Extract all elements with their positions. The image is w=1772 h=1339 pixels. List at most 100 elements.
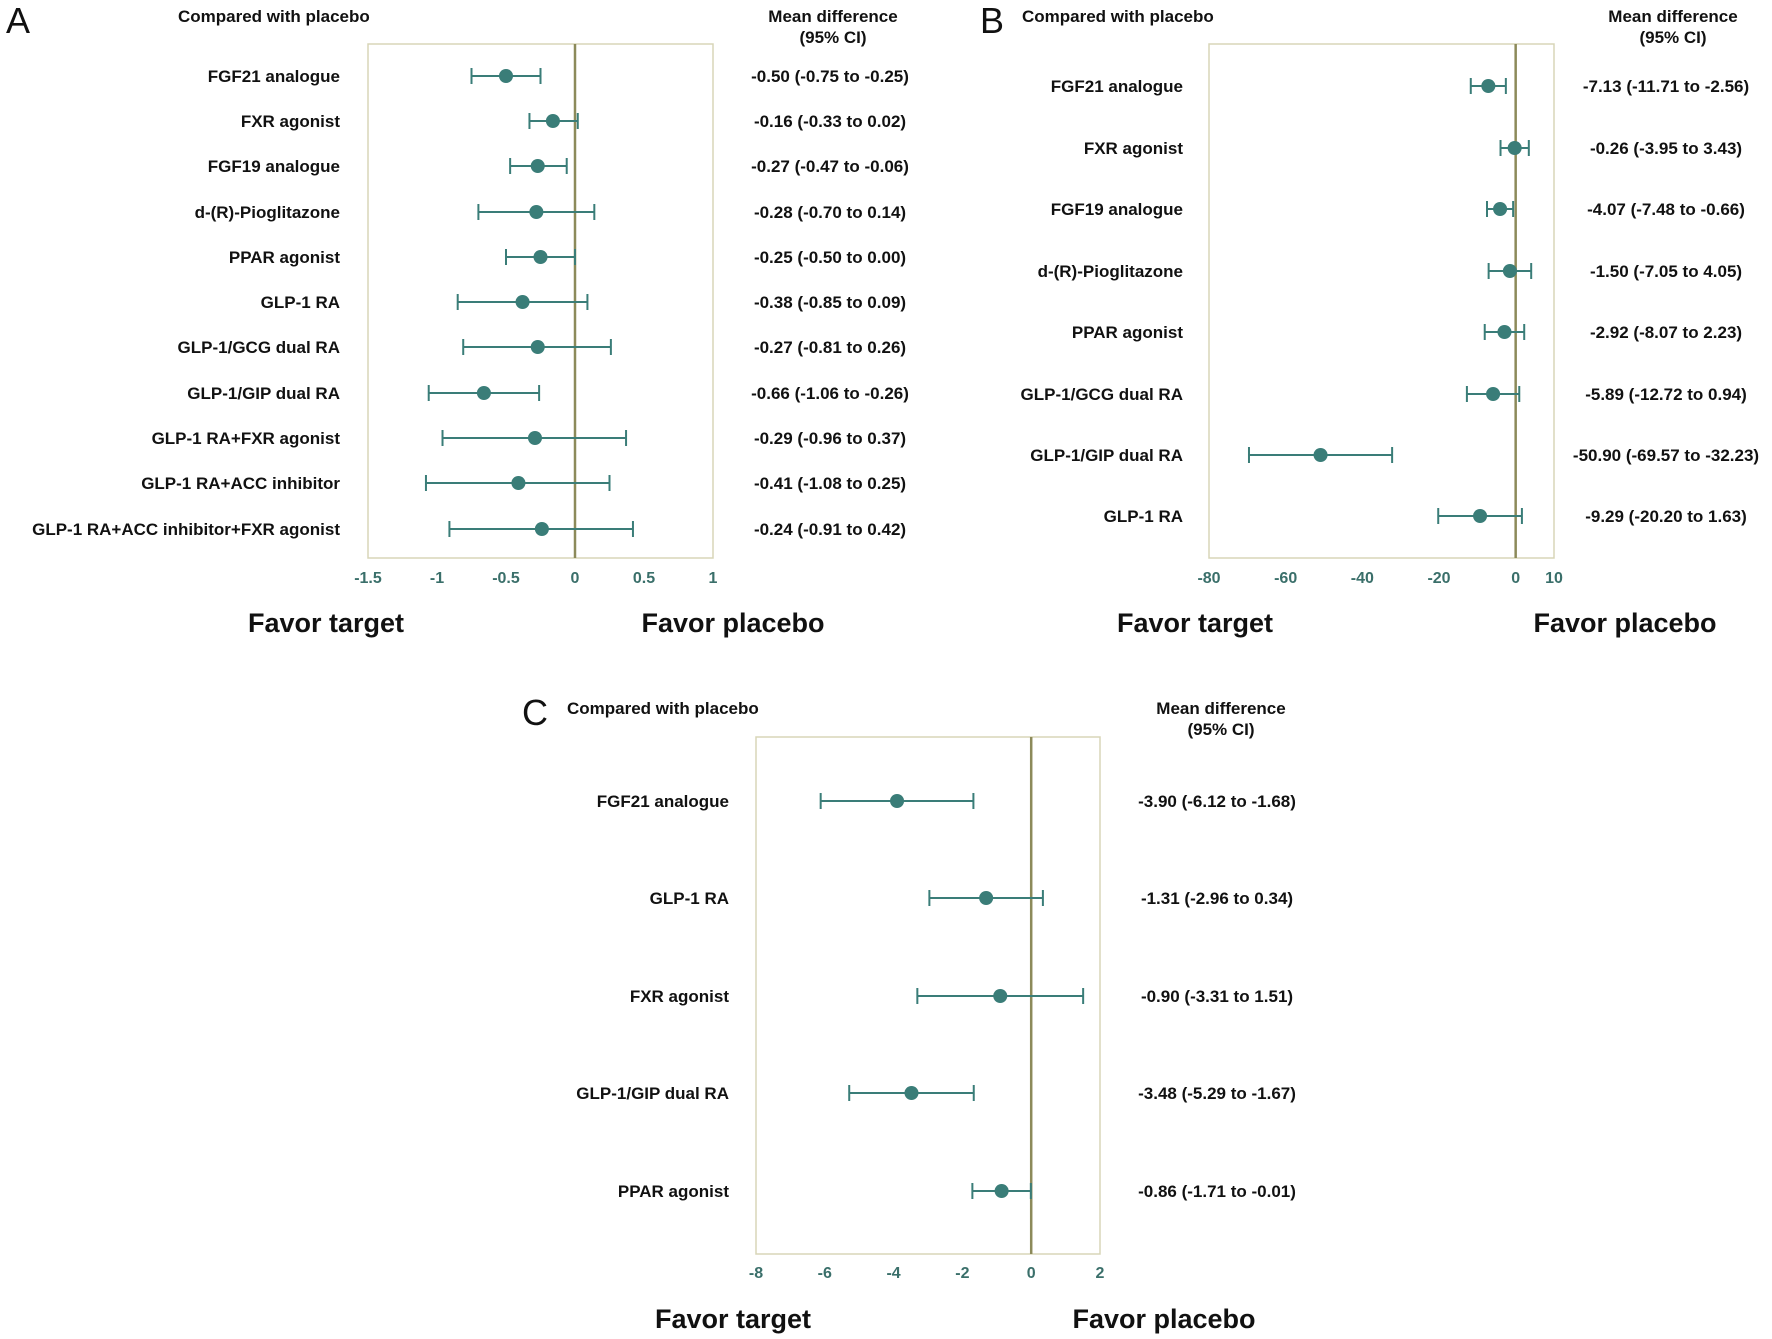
favor-placebo-label: Favor placebo [641,608,824,638]
point-estimate [530,159,545,173]
row-label: d-(R)-Pioglitazone [195,203,340,222]
point-estimate [529,205,544,219]
row-value-text: -0.38 (-0.85 to 0.09) [754,293,906,312]
x-tick-label: -2 [955,1265,969,1282]
row-value-text: -0.86 (-1.71 to -0.01) [1138,1182,1296,1201]
row-value-text: -0.90 (-3.31 to 1.51) [1141,987,1293,1006]
column-header-mean-difference: Mean difference [1608,7,1737,26]
point-estimate [979,891,994,905]
point-estimate [1497,325,1512,339]
column-header-ci: (95% CI) [1187,720,1254,739]
row-label: FGF21 analogue [597,792,729,811]
x-tick-label: -4 [886,1265,900,1282]
point-estimate [1486,387,1501,401]
plot-frame [367,43,714,559]
x-tick-label: 0.5 [633,570,655,587]
x-tick-label: -0.5 [492,570,520,587]
row-value-text: -0.24 (-0.91 to 0.42) [754,520,906,539]
row-label: PPAR agonist [229,248,340,267]
row-value-text: -0.27 (-0.81 to 0.26) [754,338,906,357]
row-value-text: -0.27 (-0.47 to -0.06) [751,157,909,176]
row-label: FXR agonist [1084,139,1184,158]
row-value-text: -0.29 (-0.96 to 0.37) [754,429,906,448]
point-estimate [534,522,549,536]
row-label: FGF21 analogue [1051,77,1183,96]
point-estimate [1493,202,1508,216]
row-label: PPAR agonist [618,1182,729,1201]
row-label: FGF19 analogue [1051,200,1183,219]
panel-letter: C [522,692,548,733]
favor-placebo-label: Favor placebo [1072,1304,1255,1334]
favor-target-label: Favor target [655,1304,811,1334]
row-value-text: -0.41 (-1.08 to 0.25) [754,474,906,493]
row-label: FGF19 analogue [208,157,340,176]
x-tick-label: -8 [749,1265,763,1282]
row-value-text: -0.28 (-0.70 to 0.14) [754,203,906,222]
column-header-ci: (95% CI) [1639,28,1706,47]
x-tick-label: 0 [571,570,580,587]
row-label: GLP-1 RA+ACC inhibitor+FXR agonist [32,520,340,539]
row-label: d-(R)-Pioglitazone [1038,262,1183,281]
row-label: GLP-1 RA+ACC inhibitor [141,474,340,493]
point-estimate [1502,264,1517,278]
panel-letter: B [980,0,1004,41]
favor-placebo-label: Favor placebo [1533,608,1716,638]
x-tick-label: -6 [818,1265,832,1282]
row-value-text: -5.89 (-12.72 to 0.94) [1585,385,1747,404]
point-estimate [993,989,1008,1003]
point-estimate [994,1184,1009,1198]
column-header-compared: Compared with placebo [178,7,370,26]
point-estimate [890,794,905,808]
point-estimate [1313,448,1328,462]
row-value-text: -1.50 (-7.05 to 4.05) [1590,262,1742,281]
column-header-mean-difference: Mean difference [1156,699,1285,718]
column-header-compared: Compared with placebo [1022,7,1214,26]
row-label: PPAR agonist [1072,323,1183,342]
point-estimate [1507,141,1522,155]
x-tick-label: 0 [1027,1265,1036,1282]
row-value-text: -3.90 (-6.12 to -1.68) [1138,792,1296,811]
x-tick-label: -1.5 [354,570,382,587]
row-label: GLP-1 RA [261,293,340,312]
row-label: GLP-1/GIP dual RA [187,384,340,403]
row-value-text: -7.13 (-11.71 to -2.56) [1583,77,1749,96]
point-estimate [511,476,526,490]
x-tick-label: 0 [1511,570,1520,587]
x-tick-label: -80 [1197,570,1220,587]
point-estimate [530,340,545,354]
plot-frame [755,736,1101,1255]
row-label: GLP-1/GIP dual RA [576,1084,729,1103]
row-label: GLP-1 RA+FXR agonist [152,429,341,448]
plot-frame [1208,43,1555,559]
point-estimate [527,431,542,445]
x-tick-label: -1 [430,570,444,587]
panel-c: C Compared with placebo Mean difference (95… [522,692,1296,1334]
row-value-text: -0.16 (-0.33 to 0.02) [754,112,906,131]
x-tick-label: 1 [709,570,718,587]
row-value-text: -0.50 (-0.75 to -0.25) [751,67,909,86]
row-value-text: -3.48 (-5.29 to -1.67) [1138,1084,1296,1103]
x-tick-label: -60 [1274,570,1297,587]
row-value-text: -4.07 (-7.48 to -0.66) [1587,200,1745,219]
point-estimate [476,386,491,400]
point-estimate [1473,509,1488,523]
panel-a: A Compared with placebo Mean difference (95… [6,0,909,638]
row-value-text: -50.90 (-69.57 to -32.23) [1573,446,1759,465]
panel-b: B Compared with placebo Mean difference (95… [980,0,1759,638]
row-value-text: -0.26 (-3.95 to 3.43) [1590,139,1742,158]
column-header-mean-difference: Mean difference [768,7,897,26]
row-value-text: -1.31 (-2.96 to 0.34) [1141,889,1293,908]
row-label: GLP-1/GIP dual RA [1030,446,1183,465]
favor-target-label: Favor target [248,608,404,638]
column-header-ci: (95% CI) [799,28,866,47]
row-value-text: -2.92 (-8.07 to 2.23) [1590,323,1742,342]
row-label: FXR agonist [241,112,341,131]
row-label: FXR agonist [630,987,730,1006]
row-label: GLP-1/GCG dual RA [178,338,340,357]
point-estimate [904,1086,919,1100]
row-label: GLP-1 RA [1104,507,1183,526]
point-estimate [499,69,513,83]
x-tick-label: -40 [1351,570,1374,587]
column-header-compared: Compared with placebo [567,699,759,718]
